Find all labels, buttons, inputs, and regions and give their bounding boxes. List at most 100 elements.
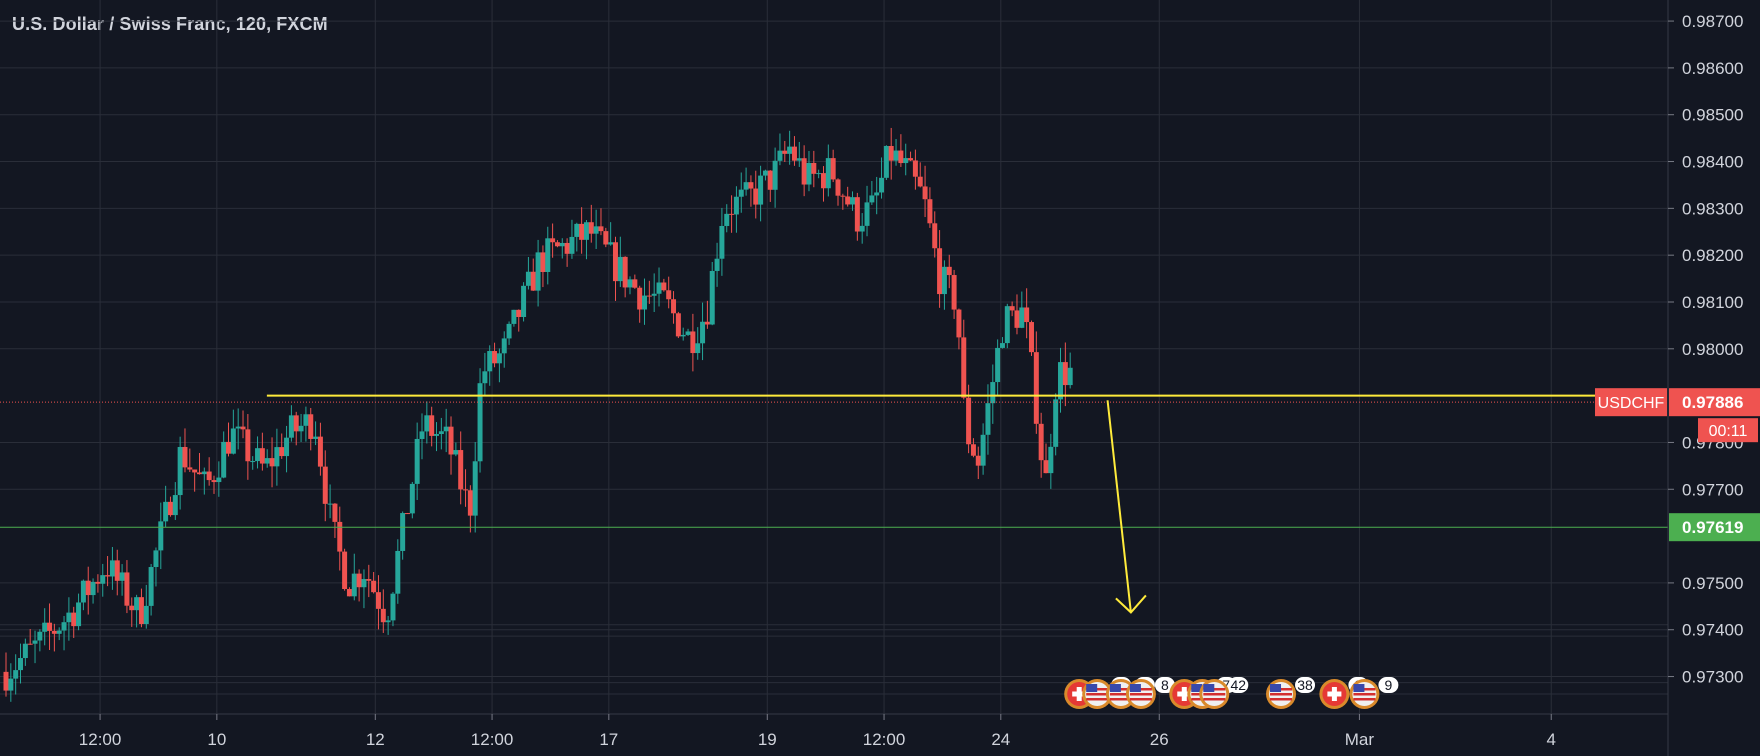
candle-body bbox=[767, 170, 773, 190]
event-marker[interactable]: 38 bbox=[1266, 677, 1316, 709]
candle-body bbox=[801, 158, 807, 185]
event-marker[interactable]: 42 bbox=[1199, 677, 1249, 709]
candle-body bbox=[787, 146, 793, 154]
candle-body bbox=[361, 579, 367, 588]
candle-body bbox=[816, 173, 822, 175]
x-tick-label: 12:00 bbox=[471, 730, 514, 749]
y-tick-label: 0.98000 bbox=[1682, 340, 1743, 359]
x-tick-label: 12:00 bbox=[863, 730, 906, 749]
drawings[interactable] bbox=[0, 394, 1668, 614]
candle-body bbox=[1058, 362, 1064, 400]
candle-body bbox=[704, 321, 710, 325]
us-flag-stripe bbox=[1109, 693, 1132, 696]
economic-events[interactable]: 2287423829 bbox=[1064, 677, 1399, 709]
candle-body bbox=[158, 521, 164, 551]
us-flag-stripe bbox=[1353, 693, 1376, 696]
us-flag-canton bbox=[1109, 684, 1121, 692]
us-flag-canton bbox=[1353, 684, 1365, 692]
candle-body bbox=[946, 266, 952, 276]
candle-body bbox=[400, 513, 406, 551]
candle-body bbox=[545, 238, 551, 273]
candle-body bbox=[525, 271, 531, 286]
candle-body bbox=[888, 145, 894, 161]
candle-body bbox=[772, 160, 778, 190]
candle-body bbox=[999, 343, 1005, 348]
candle-body bbox=[1004, 306, 1010, 344]
candle-body bbox=[733, 196, 739, 215]
candle-body bbox=[22, 643, 28, 659]
candle-body bbox=[898, 150, 904, 164]
candle-body bbox=[61, 622, 67, 631]
us-flag-stripe bbox=[1203, 693, 1226, 696]
symbol-badge bbox=[1595, 388, 1667, 417]
candle-body bbox=[719, 225, 725, 259]
candle-body bbox=[85, 580, 91, 596]
event-count-badge bbox=[1154, 677, 1175, 693]
candle-body bbox=[105, 575, 111, 577]
candle-body bbox=[975, 455, 981, 466]
candle-body bbox=[492, 351, 498, 364]
event-marker[interactable]: 8 bbox=[1125, 677, 1175, 709]
candle-body bbox=[71, 612, 77, 627]
candle-body bbox=[317, 436, 323, 467]
candle-body bbox=[530, 271, 536, 291]
candle-body bbox=[632, 279, 638, 288]
candle-body bbox=[1014, 310, 1020, 328]
countdown-badge bbox=[1698, 418, 1758, 443]
candle-body bbox=[1043, 460, 1049, 474]
candle-body bbox=[593, 226, 599, 234]
candle-body bbox=[840, 195, 846, 197]
candle-body bbox=[414, 438, 420, 484]
candle-body bbox=[308, 414, 314, 439]
candle-body bbox=[114, 560, 120, 581]
candle-body bbox=[535, 252, 541, 291]
candle-body bbox=[177, 446, 183, 496]
candle-body bbox=[642, 295, 648, 310]
candle-body bbox=[980, 434, 986, 466]
candle-body bbox=[1048, 446, 1054, 474]
candle-body bbox=[153, 550, 159, 568]
candle-body bbox=[612, 242, 618, 282]
candle-body bbox=[777, 150, 783, 161]
candle-body bbox=[138, 597, 144, 625]
candle-body bbox=[666, 290, 672, 300]
candle-body bbox=[675, 313, 681, 337]
candle-body bbox=[1067, 367, 1073, 386]
candle-body bbox=[908, 158, 914, 161]
candle-body bbox=[250, 461, 256, 463]
candle-body bbox=[284, 437, 290, 457]
event-marker[interactable]: 9 bbox=[1349, 677, 1399, 709]
candle-body bbox=[661, 282, 667, 291]
candle-body bbox=[206, 471, 212, 481]
candle-body bbox=[1038, 423, 1044, 461]
candle-body bbox=[583, 222, 589, 240]
us-flag-stripe bbox=[1270, 698, 1293, 701]
candle-body bbox=[956, 309, 962, 338]
candle-body bbox=[375, 592, 381, 609]
candle-body bbox=[404, 513, 410, 515]
candle-body bbox=[617, 256, 623, 282]
current-price-badge bbox=[1669, 388, 1760, 417]
candle-body bbox=[42, 622, 48, 632]
candles bbox=[3, 127, 1073, 702]
candle-body bbox=[390, 593, 396, 621]
candle-body bbox=[608, 242, 614, 245]
candle-body bbox=[429, 415, 435, 436]
swiss-cross-h bbox=[1072, 691, 1087, 697]
candle-body bbox=[511, 309, 517, 324]
candle-body bbox=[259, 448, 265, 464]
candle-body bbox=[163, 501, 169, 522]
candle-body bbox=[467, 490, 473, 516]
candle-body bbox=[554, 242, 560, 247]
x-tick-label: 24 bbox=[991, 730, 1010, 749]
candle-body bbox=[811, 162, 817, 174]
candle-body bbox=[443, 426, 449, 432]
candle-body bbox=[622, 256, 628, 288]
x-tick-label: 12:00 bbox=[79, 730, 122, 749]
us-flag-stripe bbox=[1129, 698, 1152, 701]
candle-body bbox=[588, 222, 594, 234]
candle-body bbox=[458, 450, 464, 490]
